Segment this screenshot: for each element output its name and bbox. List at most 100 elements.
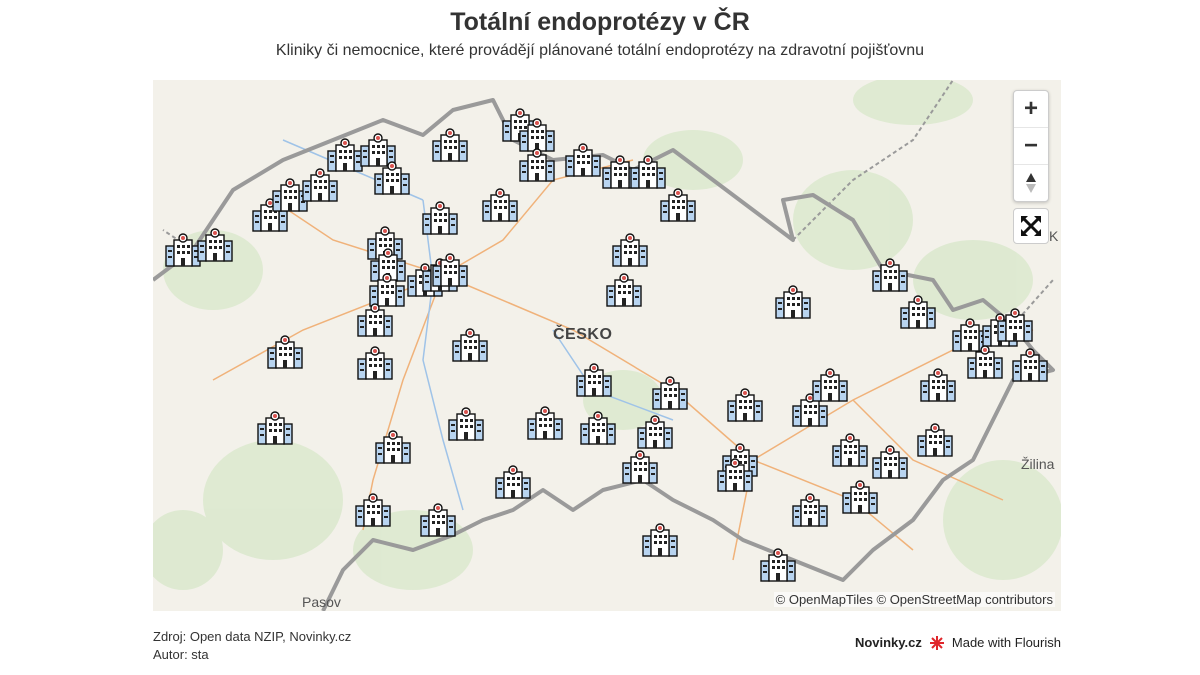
map-attribution[interactable]: © OpenMapTiles © OpenStreetMap contribut… [773,592,1055,607]
hospital-marker[interactable] [791,392,829,428]
hospital-marker[interactable] [575,362,613,398]
hospital-marker[interactable] [518,117,556,153]
hospital-marker[interactable] [659,187,697,223]
hospital-marker[interactable] [651,375,689,411]
hospital-icon [165,233,201,267]
hospital-marker[interactable] [1011,347,1049,383]
hospital-marker[interactable] [447,406,485,442]
hospital-marker[interactable] [164,232,202,268]
hospital-marker[interactable] [916,422,954,458]
hospital-icon [872,258,908,292]
hospital-marker[interactable] [899,294,937,330]
hospital-marker[interactable] [359,132,397,168]
hospital-marker[interactable] [641,522,679,558]
hospital-icon [612,233,648,267]
hospital-marker[interactable] [266,334,304,370]
hospital-marker[interactable] [431,127,469,163]
hospital-marker[interactable] [354,492,392,528]
hospital-marker[interactable] [871,444,909,480]
hospital-marker[interactable] [919,367,957,403]
hospital-marker[interactable] [601,154,639,190]
zoom-controls: + − [1013,90,1049,202]
hospital-marker[interactable] [373,160,411,196]
hospital-marker[interactable] [841,479,879,515]
hospital-marker[interactable] [605,272,643,308]
hospital-marker[interactable] [629,154,667,190]
hospital-marker[interactable] [811,367,849,403]
hospital-icon [580,411,616,445]
novinky-brand[interactable]: Novinky.cz [854,635,922,650]
hospital-marker[interactable] [356,302,394,338]
hospital-icon [920,368,956,402]
hospital-icon [602,155,638,189]
hospital-marker[interactable] [271,177,309,213]
place-label-katowice: K [1049,228,1059,244]
zoom-in-button[interactable]: + [1023,95,1038,122]
hospital-marker[interactable] [431,252,469,288]
hospital-icon [792,393,828,427]
hospital-marker[interactable] [996,307,1034,343]
hospital-marker[interactable] [301,167,339,203]
hospital-marker[interactable] [256,410,294,446]
hospital-marker[interactable] [726,387,764,423]
hospital-marker[interactable] [579,410,617,446]
hospital-icon [842,480,878,514]
hospital-marker[interactable] [196,227,234,263]
hospital-marker[interactable] [966,344,1004,380]
map[interactable]: ČESKO Pasov Žilina K + − © OpenMapTiles … [153,80,1061,611]
hospital-icon [727,388,763,422]
hospital-icon [257,411,293,445]
hospital-icon [432,128,468,162]
flourish-logo-icon [929,635,944,650]
hospital-icon [327,138,363,172]
hospital-marker[interactable] [326,137,364,173]
hospital-icon [482,188,518,222]
hospital-marker[interactable] [759,547,797,583]
hospital-icon [197,228,233,262]
hospital-icon [519,148,555,182]
hospital-marker[interactable] [356,345,394,381]
hospital-icon [267,335,303,369]
hospital-marker[interactable] [518,147,556,183]
hospital-icon [357,303,393,337]
hospital-marker[interactable] [481,187,519,223]
hospital-icon [917,423,953,457]
hospital-icon [420,503,456,537]
hospital-marker[interactable] [374,429,412,465]
hospital-marker[interactable] [831,432,869,468]
hospital-marker[interactable] [774,284,812,320]
hospital-marker[interactable] [564,142,602,178]
hospital-icon [606,273,642,307]
fullscreen-button[interactable] [1013,208,1049,244]
hospital-marker[interactable] [621,449,659,485]
hospital-marker[interactable] [636,414,674,450]
hospital-marker[interactable] [494,464,532,500]
hospital-icon [812,368,848,402]
author-note: Autor: sta [153,647,209,662]
zoom-out-button[interactable]: − [1014,127,1048,164]
hospital-icon [832,433,868,467]
hospital-marker[interactable] [451,327,489,363]
hospital-icon [495,465,531,499]
hospital-icon [622,450,658,484]
hospital-icon [432,253,468,287]
hospital-marker[interactable] [368,272,406,308]
hospital-icon [302,168,338,202]
hospital-marker[interactable] [526,405,564,441]
hospital-marker[interactable] [871,257,909,293]
hospital-icon [527,406,563,440]
hospital-icon [652,376,688,410]
chart-title: Totální endoprotézy v ČR [450,8,750,36]
hospital-marker[interactable] [419,502,457,538]
credits: Novinky.cz Made with Flourish [855,635,1061,650]
made-with-flourish-link[interactable]: Made with Flourish [951,635,1061,650]
hospital-icon [452,328,488,362]
hospital-icon [422,201,458,235]
hospital-marker[interactable] [791,492,829,528]
hospital-marker[interactable] [421,200,459,236]
hospital-marker[interactable] [611,232,649,268]
hospital-marker[interactable] [366,225,404,261]
chart-subtitle: Kliniky či nemocnice, které provádějí pl… [275,42,925,59]
hospital-marker[interactable] [716,457,754,493]
compass-button[interactable] [1014,164,1048,201]
